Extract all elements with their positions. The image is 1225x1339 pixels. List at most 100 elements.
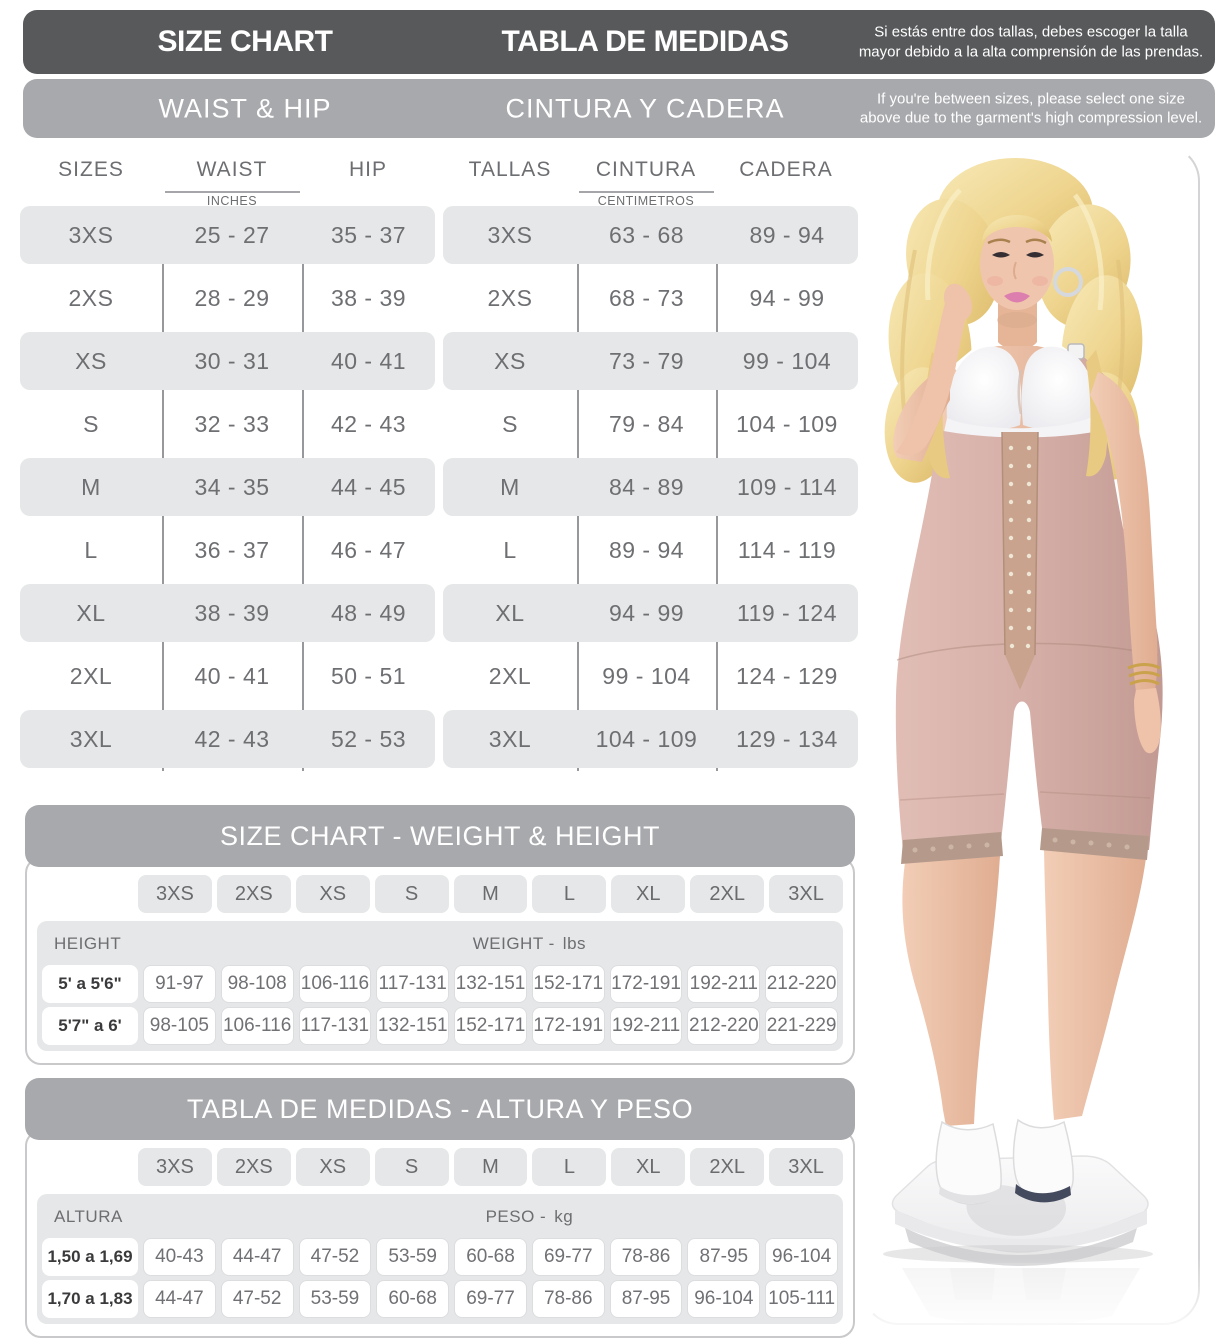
row-inches-block: XL 38 - 39 48 - 49 <box>20 584 435 642</box>
cadera-cell: 119 - 124 <box>737 599 837 626</box>
peso-label-text: PESO - <box>485 1207 547 1226</box>
size-cell: 3XL <box>69 725 113 752</box>
hanging-arm <box>1090 372 1161 754</box>
shapewear-garment <box>895 430 1163 852</box>
size-header-cell: M <box>453 875 528 913</box>
hip-cell: 44 - 45 <box>330 473 407 500</box>
note-english: If you're between sizes, please select o… <box>859 90 1203 127</box>
weight-range-cell: 212-220 <box>765 965 838 1003</box>
block-gap <box>435 269 443 327</box>
waist-hip-table-header: SIZES WAIST HIP TALLAS CINTURA CADERA IN… <box>20 150 858 208</box>
row-centimeters-block: 2XL 99 - 104 124 - 129 <box>443 647 858 705</box>
weight-range-cell: 192-211 <box>609 1007 683 1045</box>
row-centimeters-block: L 89 - 94 114 - 119 <box>443 521 858 579</box>
note-spanish: Si estás entre dos tallas, debes escoger… <box>858 23 1204 61</box>
block-gap <box>435 521 443 579</box>
size-header-cell: 3XS <box>138 1148 212 1186</box>
talla-cell: 2XL <box>488 662 532 689</box>
row-inches-block: 2XS 28 - 29 38 - 39 <box>20 269 435 327</box>
peso-range-cell: 60-68 <box>454 1238 527 1276</box>
weight-data-block: HEIGHT WEIGHT - lbs 5' a 5'6" 91-97 98-10… <box>37 921 843 1051</box>
cintura-cell: 89 - 94 <box>608 536 685 563</box>
waist-cell: 40 - 41 <box>194 662 270 689</box>
peso-range-cell: 44-47 <box>220 1238 294 1276</box>
weight-range-cell: 172-191 <box>531 1007 605 1045</box>
weight-height-title: SIZE CHART - WEIGHT & HEIGHT <box>25 805 855 867</box>
hip-cell: 52 - 53 <box>330 725 407 752</box>
cadera-cell: 89 - 94 <box>749 221 825 248</box>
waist-cell: 25 - 27 <box>194 221 270 248</box>
talla-cell: L <box>503 536 517 563</box>
height-label: HEIGHT <box>54 934 122 953</box>
talla-cell: XS <box>494 347 526 374</box>
block-gap <box>435 206 443 264</box>
row-centimeters-block: 2XS 68 - 73 94 - 99 <box>443 269 858 327</box>
talla-cell: 3XL <box>488 725 532 752</box>
row-centimeters-block: 3XL 104 - 109 129 - 134 <box>443 710 858 768</box>
waist-cell: 30 - 31 <box>194 347 270 374</box>
talla-cell: S <box>502 410 518 437</box>
hip-cell: 42 - 43 <box>330 410 407 437</box>
weight-range-cell: 106-116 <box>220 1007 294 1045</box>
title-tabla-medidas: TABLA DE MEDIDAS <box>501 25 790 58</box>
weight-height-panel: SIZE CHART - WEIGHT & HEIGHT 3XS 2XS XS S M L… <box>25 805 855 1065</box>
hip-cell: 40 - 41 <box>330 347 407 374</box>
size-header-cell: M <box>453 1148 528 1186</box>
peso-unit: kg <box>554 1207 574 1226</box>
block-gap <box>435 584 443 642</box>
weight-range-cell: 152-171 <box>531 965 605 1003</box>
waist-cell: 34 - 35 <box>194 473 270 500</box>
weight-row: 5' a 5'6" 91-97 98-108 106-116 117-131 132-1… <box>42 965 838 1003</box>
size-cell: XL <box>76 599 106 626</box>
altura-peso-body: 3XS 2XS XS S M L XL 2XL 3XL ALTURA PESO - kg 1,5… <box>25 1130 855 1338</box>
block-gap <box>435 458 443 516</box>
altura-peso-title: TABLA DE MEDIDAS - ALTURA Y PESO <box>25 1078 855 1140</box>
peso-range-cell: 47-52 <box>298 1238 372 1276</box>
table-row: L 36 - 37 46 - 47 L 89 - 94 114 - 119 <box>20 521 858 579</box>
hip-cell: 48 - 49 <box>330 599 407 626</box>
weight-range-cell: 117-131 <box>376 965 450 1003</box>
size-header-cell: 2XL <box>690 875 765 913</box>
table-row: 2XS 28 - 29 38 - 39 2XS 68 - 73 94 - 99 <box>20 269 858 327</box>
table-row: 2XL 40 - 41 50 - 51 2XL 99 - 104 124 - 1… <box>20 647 858 705</box>
table-row: 3XS 25 - 27 35 - 37 3XS 63 - 68 89 - 94 <box>20 206 858 264</box>
row-inches-block: L 36 - 37 46 - 47 <box>20 521 435 579</box>
peso-range-cell: 78-86 <box>531 1280 605 1318</box>
peso-rows: 1,50 a 1,69 40-43 44-47 47-52 53-59 60-68 69-… <box>42 1238 838 1318</box>
waist-cell: 28 - 29 <box>194 284 270 311</box>
row-inches-block: 3XL 42 - 43 52 - 53 <box>20 710 435 768</box>
peso-range-cell: 96-104 <box>687 1280 761 1318</box>
altura-peso-panel: TABLA DE MEDIDAS - ALTURA Y PESO 3XS 2XS X… <box>25 1078 855 1338</box>
row-inches-block: 2XL 40 - 41 50 - 51 <box>20 647 435 705</box>
spacer-cell <box>37 1148 133 1186</box>
waist-cell: 32 - 33 <box>194 410 270 437</box>
waist-cell: 42 - 43 <box>194 725 270 752</box>
table-row: S 32 - 33 42 - 43 S 79 - 84 104 - 109 <box>20 395 858 453</box>
weight-unit: lbs <box>562 934 587 953</box>
peso-range-cell: 78-86 <box>609 1238 683 1276</box>
row-centimeters-block: 3XS 63 - 68 89 - 94 <box>443 206 858 264</box>
col-header-waist: WAIST <box>196 158 268 181</box>
talla-cell: XL <box>495 599 525 626</box>
peso-range-cell: 40-43 <box>143 1238 216 1276</box>
peso-range-cell: 53-59 <box>376 1238 450 1276</box>
title-size-chart: SIZE CHART <box>157 25 334 58</box>
peso-label-row: ALTURA PESO - kg <box>42 1200 838 1234</box>
table-row: M 34 - 35 44 - 45 M 84 - 89 109 - 114 <box>20 458 858 516</box>
row-inches-block: M 34 - 35 44 - 45 <box>20 458 435 516</box>
white-heels <box>935 1118 1074 1205</box>
altura-label: ALTURA <box>54 1207 123 1226</box>
size-cell: S <box>83 410 99 437</box>
hip-cell: 38 - 39 <box>330 284 407 311</box>
peso-sizes-row: 3XS 2XS XS S M L XL 2XL 3XL <box>37 1148 843 1186</box>
row-centimeters-block: XS 73 - 79 99 - 104 <box>443 332 858 390</box>
legs <box>902 850 1146 1126</box>
size-header-cell: 3XL <box>769 875 843 913</box>
size-header-cell: XS <box>295 1148 370 1186</box>
size-cell: M <box>81 473 101 500</box>
weight-range-cell: 192-211 <box>687 965 761 1003</box>
height-range-cell: 5'7" a 6' <box>42 1007 138 1045</box>
peso-range-cell: 87-95 <box>609 1280 683 1318</box>
col-header-sizes: SIZES <box>58 158 124 181</box>
